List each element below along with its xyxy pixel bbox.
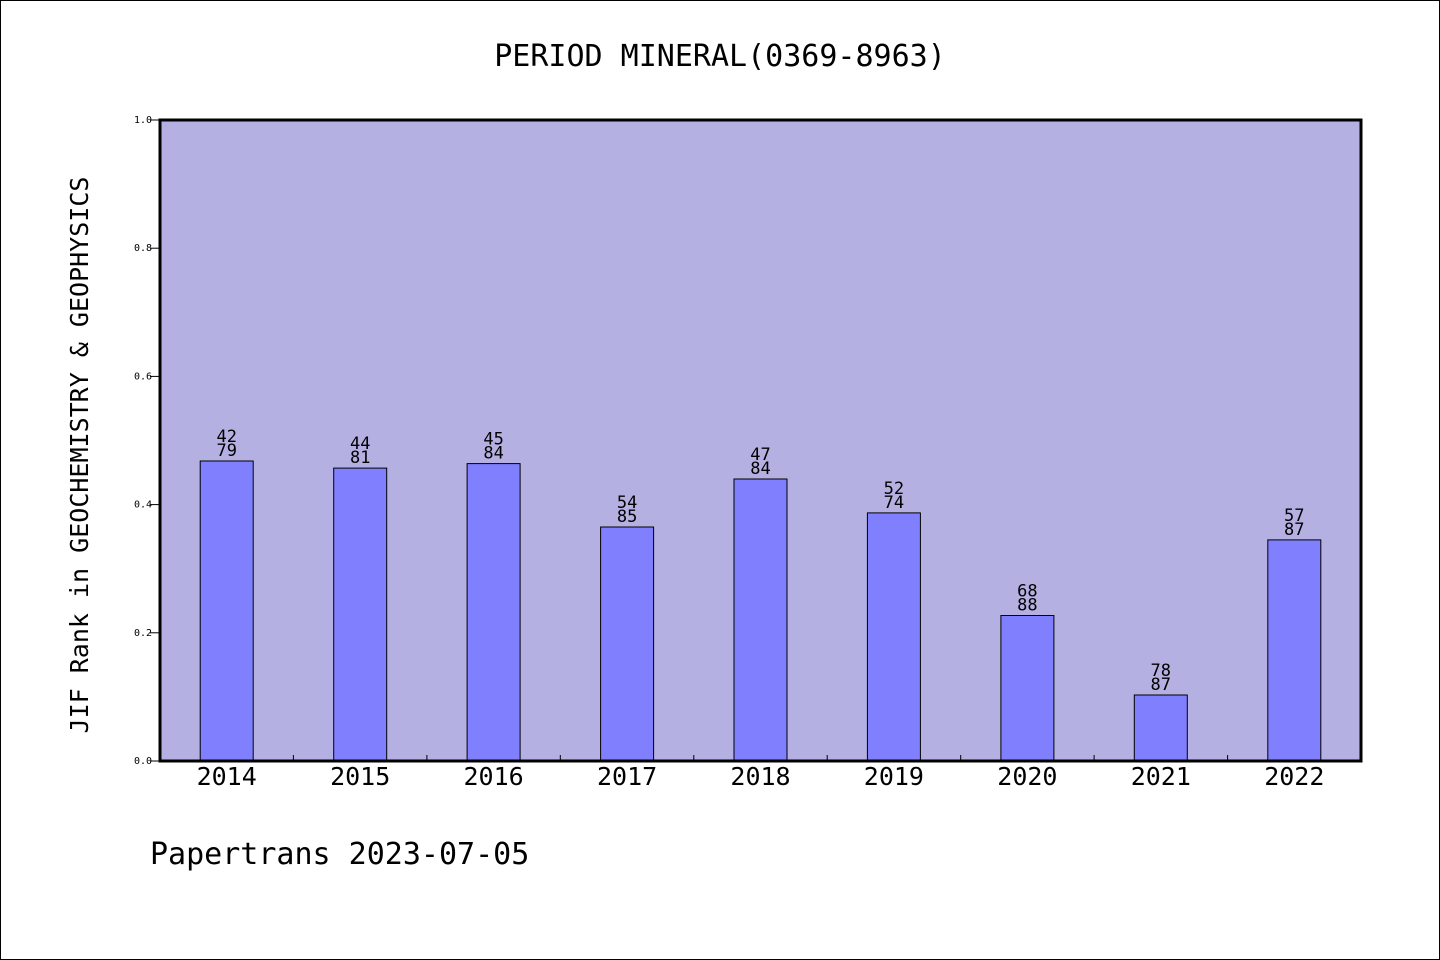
- credit-text: Papertrans 2023-07-05: [150, 837, 529, 872]
- y-tick-label: 1.0: [134, 115, 152, 126]
- bar-2014: [199, 460, 254, 762]
- x-tick-label-2020: 2020: [997, 762, 1057, 791]
- total-label-2017: 85: [617, 507, 637, 527]
- x-tick-label-2018: 2018: [730, 762, 790, 791]
- x-tick-label-2015: 2015: [330, 762, 390, 791]
- total-label-2022: 87: [1284, 520, 1304, 540]
- plot-border: [158, 118, 1363, 763]
- x-tick-label-2019: 2019: [864, 762, 924, 791]
- x-tick-label-2016: 2016: [463, 762, 523, 791]
- y-axis: 0.0 0.2 0.4 0.6 0.8 1.0: [134, 115, 160, 767]
- bar-2021: [1133, 694, 1188, 762]
- x-tick-label-2021: 2021: [1131, 762, 1191, 791]
- y-tick-label: 0.6: [134, 371, 152, 382]
- rank-label-2017: 54: [617, 493, 637, 513]
- bar-2016: [466, 463, 521, 762]
- y-axis-label: JIF Rank in GEOCHEMISTRY & GEOPHYSICS: [65, 177, 94, 734]
- rank-label-2015: 44: [350, 434, 370, 454]
- x-tick-label-2014: 2014: [197, 762, 257, 791]
- total-label-2015: 81: [350, 448, 370, 468]
- chart-title: PERIOD MINERAL(0369-8963): [494, 39, 946, 74]
- bar-2020: [1000, 615, 1055, 762]
- rank-label-2019: 52: [884, 479, 904, 499]
- rank-label-2022: 57: [1284, 506, 1304, 526]
- rank-label-2018: 47: [750, 445, 770, 465]
- bars-group: [199, 460, 1322, 762]
- rank-label-2014: 42: [216, 427, 236, 447]
- bar-2022: [1267, 539, 1322, 762]
- bar-2017: [600, 526, 655, 762]
- total-label-2020: 88: [1017, 596, 1037, 616]
- y-tick-label: 0.8: [134, 243, 152, 254]
- bar-2019: [866, 512, 921, 762]
- x-tick-label-2017: 2017: [597, 762, 657, 791]
- rank-label-2020: 68: [1017, 582, 1037, 602]
- total-label-2021: 87: [1151, 675, 1171, 695]
- y-tick-label: 0.4: [134, 500, 152, 511]
- x-tick-label-2022: 2022: [1264, 762, 1324, 791]
- bar-2015: [333, 467, 388, 762]
- total-label-2019: 74: [884, 493, 904, 513]
- bar-2018: [733, 478, 788, 762]
- x-axis: 2014 2015 2016 2017 2018 2019 2020 2021 2022: [197, 755, 1324, 791]
- total-label-2014: 79: [216, 441, 236, 461]
- y-tick-label: 0.0: [134, 756, 152, 767]
- rank-label-2016: 45: [483, 430, 503, 450]
- y-tick-label: 0.2: [134, 628, 152, 639]
- total-label-2018: 84: [750, 459, 770, 479]
- rank-label-2021: 78: [1151, 661, 1171, 681]
- total-label-2016: 84: [483, 444, 503, 464]
